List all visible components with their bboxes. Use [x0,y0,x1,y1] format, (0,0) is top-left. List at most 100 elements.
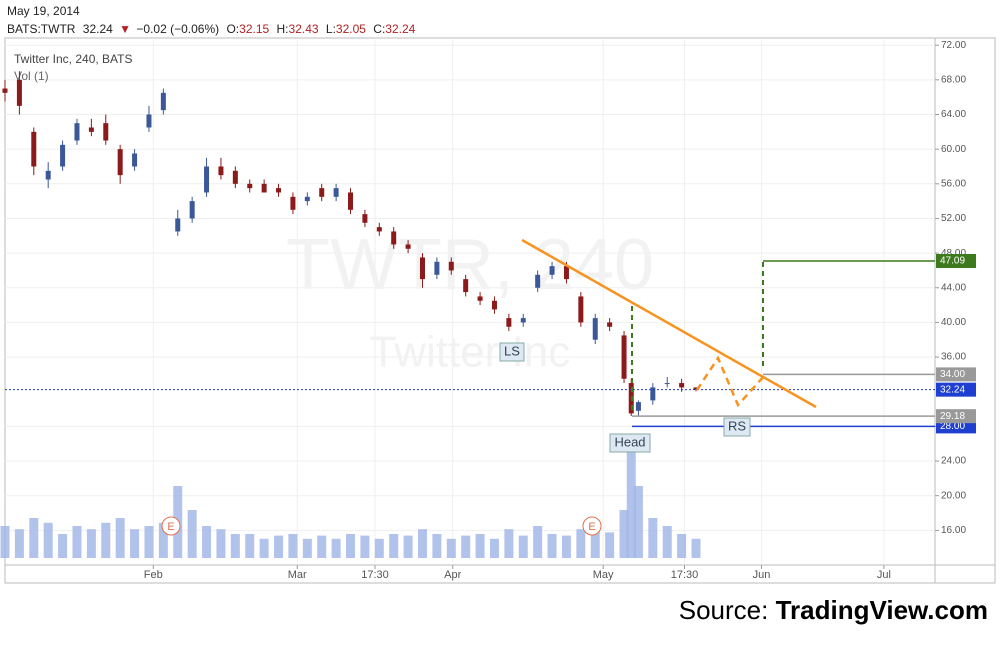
candle-body [520,318,526,323]
earnings-label: E [167,521,174,533]
volume-bar [547,534,557,558]
volume-bar [677,534,687,558]
volume-bar [417,529,427,558]
candle-body [607,322,613,327]
candle-body [232,170,238,184]
volume-bar [446,538,456,558]
candle-body [290,196,296,210]
candle-body [117,149,123,176]
arrow: ▼ [119,22,131,36]
candle-body [160,92,166,111]
candle-body [333,188,339,197]
low: 32.05 [336,22,366,36]
volume-label: Vol (1) [14,69,49,83]
volume-bar [14,529,24,558]
volume-bar [626,446,636,558]
y-tick-label: 68.00 [941,74,966,85]
volume-bar [317,535,327,558]
volume-bar [245,534,255,558]
candle-body [16,79,22,106]
candle-body [103,123,109,141]
candle-body [348,192,354,210]
volume-bar [274,535,284,558]
candle-body [175,218,181,232]
volume-bar [605,532,615,558]
l-label: L: [326,22,336,36]
x-tick-label: Jul [877,569,891,581]
rs-label: RS [728,418,746,433]
head-label: Head [614,434,645,449]
y-tick-label: 24.00 [941,456,966,467]
rs-box [723,417,751,437]
volume-bar [346,534,356,558]
volume-bar [288,534,298,558]
candle-body [362,214,368,223]
volume-bar [115,518,125,558]
volume-bar [259,538,269,558]
frame [4,37,996,584]
price-label: 32.24 [940,384,965,395]
volume-bar [403,535,413,558]
volume-bar [504,529,514,558]
x-tick-label: May [593,569,614,581]
volume-bar [489,538,499,558]
source: Source: TradingView.com [679,595,988,625]
o-label: O: [226,22,239,36]
candle-body [405,244,411,249]
price-label-box [936,254,976,269]
candle-body [132,153,138,167]
volume-bar [144,526,154,558]
candle-body [189,201,195,219]
candle-body [592,318,598,340]
candle-body [31,131,37,167]
candle-body [261,183,267,193]
volume-bar [58,534,68,558]
candle-body [463,279,469,293]
ls-label: LS [504,343,520,358]
volume-bar [72,526,82,558]
candle-body [60,144,66,167]
candle-body [146,114,152,128]
volume-bar [0,526,10,558]
watermark: TWTR, 240 [286,225,654,305]
y-tick-label: 60.00 [941,144,966,155]
candle-body [434,261,440,275]
volume-bar [691,538,701,558]
volume-bar [432,534,442,558]
close: 32.24 [385,22,415,36]
y-tick-label: 36.00 [941,352,966,363]
candle-body [693,387,699,390]
open: 32.15 [239,22,269,36]
y-tick-label: 40.00 [941,317,966,328]
candle-body [218,166,224,176]
volume-bar [662,526,672,558]
x-tick-label: Mar [288,569,307,581]
candle-body [391,231,397,245]
ls-box [499,342,525,362]
projection [695,355,766,408]
candle-body [563,266,569,280]
volume-bar [29,518,39,558]
volume-bar [187,510,197,558]
volume-bar [202,526,212,558]
candle-body [45,170,51,180]
volume-bar [389,534,399,558]
candle-body [448,261,454,271]
price-label: 34.00 [940,369,965,380]
volume-bar [533,526,543,558]
candle-body [74,123,80,141]
symbol: BATS:TWTR [7,22,76,36]
volume-bar [518,535,528,558]
volume-bar [86,529,96,558]
volume-bar [43,522,53,558]
x-tick-label: 17:30 [671,569,699,581]
x-tick-label: Apr [444,569,461,581]
c-label: C: [373,22,385,36]
watermark-name: Twitter Inc [370,328,571,377]
candle-body [304,196,310,202]
volume-bar [158,522,168,558]
candle-body [664,383,670,385]
volume-bar [648,518,658,558]
high: 32.43 [289,22,319,36]
candle-body [635,402,641,411]
